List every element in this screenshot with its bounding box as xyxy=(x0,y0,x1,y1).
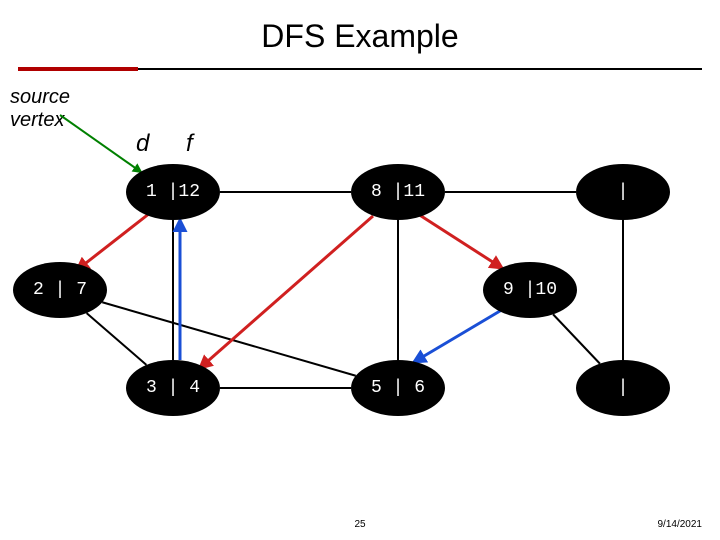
graph-node: | xyxy=(576,164,670,220)
graph-canvas xyxy=(0,0,720,540)
graph-node: 1 |12 xyxy=(126,164,220,220)
graph-arrow xyxy=(60,115,141,172)
graph-arrow xyxy=(418,214,502,268)
graph-node: 3 | 4 xyxy=(126,360,220,416)
graph-arrow xyxy=(414,308,505,362)
footer-date: 9/14/2021 xyxy=(658,519,703,530)
graph-node: | xyxy=(576,360,670,416)
graph-node: 9 |10 xyxy=(483,262,577,318)
graph-arrow xyxy=(77,213,150,270)
graph-node: 8 |11 xyxy=(351,164,445,220)
graph-arrow xyxy=(200,216,373,368)
graph-edge xyxy=(102,302,355,375)
page-number: 25 xyxy=(354,519,365,530)
graph-node: 2 | 7 xyxy=(13,262,107,318)
graph-edge xyxy=(553,314,600,363)
graph-node: 5 | 6 xyxy=(351,360,445,416)
graph-edge xyxy=(87,313,147,365)
